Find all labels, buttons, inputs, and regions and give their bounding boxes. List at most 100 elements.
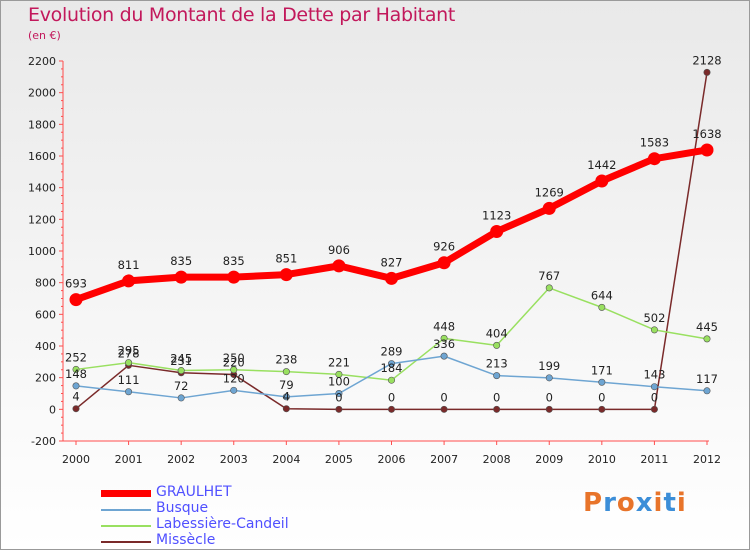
data-label: 906 — [328, 243, 350, 257]
chart-title: Evolution du Montant de la Dette par Hab… — [28, 4, 456, 26]
data-point — [493, 405, 501, 413]
legend-label: Busque — [156, 500, 209, 516]
data-point — [387, 360, 395, 368]
data-label: 0 — [335, 390, 342, 404]
data-point — [125, 359, 133, 367]
data-point — [545, 405, 553, 413]
data-point — [545, 374, 553, 382]
logo-letter: r — [603, 488, 617, 518]
data-point — [650, 405, 658, 413]
data-label: 1583 — [640, 136, 669, 150]
x-tick-label: 2012 — [693, 453, 721, 466]
data-label: 143 — [643, 368, 665, 382]
x-tick-label: 2001 — [115, 453, 143, 466]
legend-swatch — [101, 541, 151, 543]
data-point — [595, 174, 609, 188]
data-point — [385, 271, 398, 285]
y-tick-label: 200 — [35, 372, 56, 385]
x-tick-label: 2008 — [483, 453, 511, 466]
data-label: 0 — [493, 390, 500, 404]
data-point — [650, 383, 658, 391]
data-label: 767 — [538, 269, 560, 283]
x-tick-label: 2006 — [378, 453, 406, 466]
data-label: 404 — [486, 326, 508, 340]
data-point — [598, 405, 606, 413]
data-label: 644 — [591, 288, 613, 302]
data-label: 926 — [433, 240, 455, 254]
logo-letter: o — [616, 488, 636, 518]
data-point — [703, 68, 711, 76]
x-tick-label: 2010 — [588, 453, 616, 466]
data-label: 117 — [696, 372, 718, 386]
data-point — [545, 284, 553, 292]
x-tick-label: 2011 — [640, 453, 668, 466]
legend-label: GRAULHET — [156, 484, 232, 500]
data-label: 120 — [223, 371, 245, 385]
data-point — [282, 393, 290, 401]
y-tick-label: 1800 — [28, 118, 56, 131]
data-label: 4 — [72, 390, 79, 404]
data-label: 811 — [118, 258, 140, 272]
x-tick-label: 2007 — [430, 453, 458, 466]
y-tick-label: 800 — [35, 277, 56, 290]
data-label: 238 — [275, 353, 297, 367]
data-label: 835 — [170, 254, 192, 268]
legend-swatch — [101, 509, 151, 511]
data-point — [174, 270, 188, 284]
data-label: 448 — [433, 319, 455, 333]
y-tick-label: 2200 — [28, 55, 56, 68]
data-point — [598, 378, 606, 386]
data-point — [440, 352, 448, 360]
y-tick-label: 1000 — [28, 245, 56, 258]
data-label: 111 — [118, 373, 140, 387]
data-label: 2128 — [692, 53, 721, 67]
data-label: 693 — [65, 277, 87, 291]
data-label: 827 — [381, 255, 403, 269]
data-label: 199 — [538, 359, 560, 373]
data-point — [493, 372, 501, 380]
data-label: 445 — [696, 320, 718, 334]
y-tick-label: 1200 — [28, 213, 56, 226]
data-point — [493, 341, 501, 349]
data-point — [490, 225, 504, 239]
logo-letter: i — [653, 488, 664, 518]
data-point — [647, 152, 661, 166]
data-point — [227, 270, 241, 284]
data-label: 221 — [328, 355, 350, 369]
logo-letter: i — [676, 488, 687, 518]
y-tick-label: 0 — [49, 403, 56, 416]
data-point — [72, 365, 80, 373]
data-label: 184 — [381, 361, 403, 375]
y-tick-label: 400 — [35, 340, 56, 353]
data-label: 1269 — [535, 185, 564, 199]
data-label: 100 — [328, 375, 350, 389]
data-label: 250 — [223, 351, 245, 365]
y-tick-label: 2000 — [28, 87, 56, 100]
data-point — [650, 326, 658, 334]
data-label: 1442 — [587, 158, 616, 172]
data-point — [72, 405, 80, 413]
logo-letter: P — [583, 488, 604, 518]
data-point — [542, 201, 556, 215]
data-point — [230, 386, 238, 394]
data-point — [387, 405, 395, 413]
data-point — [177, 367, 185, 375]
x-tick-label: 2009 — [535, 453, 563, 466]
data-label: 220 — [223, 356, 245, 370]
logo-letter: x — [635, 488, 654, 518]
data-label: 336 — [433, 337, 455, 351]
data-point — [703, 335, 711, 343]
data-point — [332, 259, 346, 273]
data-point — [230, 366, 238, 374]
legend-swatch — [101, 525, 151, 527]
x-tick-label: 2005 — [325, 453, 353, 466]
data-point — [177, 394, 185, 402]
y-tick-label: -200 — [31, 435, 56, 448]
data-label: 289 — [381, 345, 403, 359]
data-label: 245 — [170, 352, 192, 366]
data-point — [703, 387, 711, 395]
data-label: 0 — [546, 390, 553, 404]
data-point — [69, 293, 83, 307]
